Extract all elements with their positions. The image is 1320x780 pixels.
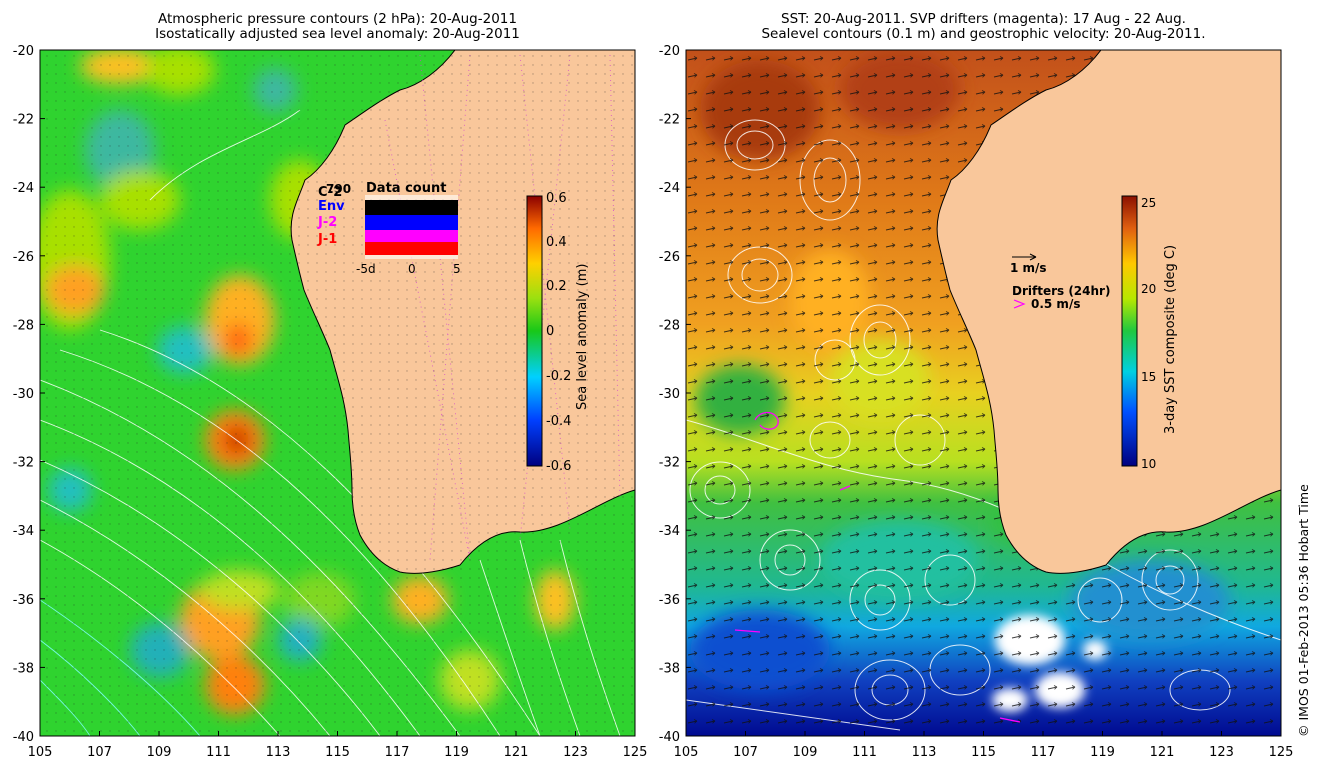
legend-j2: J-2 — [317, 215, 337, 230]
sst-cbar-tick: 25 — [1141, 196, 1156, 210]
sst-colorbar: 25 20 15 10 3-day SST composite (deg C) — [1121, 195, 1178, 471]
lon-tick-label: 125 — [623, 745, 648, 760]
lat-tick-label: -34 — [659, 524, 680, 539]
lat-tick-label: -40 — [659, 730, 680, 745]
lat-tick-label: -20 — [13, 44, 34, 59]
lat-tick-label: -34 — [13, 524, 34, 539]
sst-cbar-label: 3-day SST composite (deg C) — [1163, 245, 1178, 434]
svp-drifter-tracks — [734, 411, 1021, 723]
lat-tick-label: -24 — [13, 181, 34, 196]
inset-title: Data count — [366, 181, 446, 196]
lon-tick-label: 105 — [28, 745, 53, 760]
data-count-bars — [365, 200, 458, 255]
right-title-line1: SST: 20-Aug-2011. SVP drifters (magenta)… — [781, 11, 1186, 27]
legend-j1: J-1 — [317, 232, 337, 247]
sst-cbar-tick: 10 — [1141, 457, 1156, 471]
lon-tick-label: 125 — [1269, 745, 1294, 760]
lon-tick-label: 121 — [1150, 745, 1175, 760]
right-title: SST: 20-Aug-2011. SVP drifters (magenta)… — [686, 12, 1281, 42]
inset-xtick-5: 5 — [453, 262, 461, 276]
lon-tick-label: 109 — [147, 745, 172, 760]
sla-cbar-label: Sea level anomaly (m) — [575, 264, 590, 410]
lat-tick-label: -36 — [13, 593, 34, 608]
velocity-scale: 1 m/s — [1010, 253, 1047, 275]
lat-tick-label: -40 — [13, 730, 34, 745]
lat-tick-label: -28 — [13, 318, 34, 333]
lon-tick-label: 121 — [504, 745, 529, 760]
left-title: Atmospheric pressure contours (2 hPa): 2… — [40, 12, 635, 42]
sst-cbar-tick: 20 — [1141, 282, 1156, 296]
legend-c2: C-2 — [318, 185, 342, 200]
lat-tick-label: -24 — [659, 181, 680, 196]
scale-arrow-label: 1 m/s — [1010, 261, 1047, 275]
sla-cbar-tick: 0.2 — [546, 279, 567, 294]
sla-colorbar: 0.6 0.4 0.2 0 -0.2 -0.4 -0.6 Sea level a… — [526, 191, 590, 474]
lon-tick-label: 117 — [385, 745, 410, 760]
drifters-label: Drifters (24hr) — [1012, 284, 1110, 298]
lon-tick-label: 109 — [793, 745, 818, 760]
lat-tick-label: -26 — [13, 250, 34, 265]
lon-tick-label: 119 — [1090, 745, 1115, 760]
lat-tick-label: -28 — [659, 318, 680, 333]
australia-land-right — [936, 50, 1281, 574]
sst-cbar-tick: 15 — [1141, 370, 1156, 384]
lat-tick-label: -36 — [659, 593, 680, 608]
sla-cbar-tick: -0.6 — [546, 459, 571, 474]
sla-cbar-tick: 0 — [546, 324, 554, 339]
left-title-line2: Isostatically adjusted sea level anomaly… — [155, 26, 520, 42]
legend-env: Env — [318, 199, 345, 214]
lon-tick-label: 111 — [206, 745, 231, 760]
lat-tick-label: -32 — [13, 456, 34, 471]
sla-cbar-tick: -0.4 — [546, 414, 571, 429]
left-title-line1: Atmospheric pressure contours (2 hPa): 2… — [158, 11, 517, 27]
lat-tick-label: -30 — [13, 387, 34, 402]
lon-tick-label: 107 — [87, 745, 112, 760]
lat-tick-label: -20 — [659, 44, 680, 59]
lat-tick-label: -32 — [659, 456, 680, 471]
drifters-legend: Drifters (24hr) 0.5 m/s — [1012, 284, 1110, 311]
lon-tick-label: 115 — [971, 745, 996, 760]
lon-tick-label: 117 — [1031, 745, 1056, 760]
sla-cbar-tick: 0.6 — [546, 191, 567, 206]
inset-xtick-0: 0 — [408, 262, 416, 276]
sla-map — [40, 50, 635, 736]
lat-tick-label: -38 — [659, 661, 680, 676]
drifters-speed-label: 0.5 m/s — [1031, 297, 1080, 311]
lon-tick-label: 105 — [674, 745, 699, 760]
lon-tick-label: 113 — [266, 745, 291, 760]
lat-tick-label: -22 — [659, 113, 680, 128]
lon-tick-label: 107 — [733, 745, 758, 760]
lon-tick-label: 111 — [852, 745, 877, 760]
lon-tick-label: 123 — [1209, 745, 1234, 760]
lon-tick-label: 115 — [325, 745, 350, 760]
sla-cbar-tick: -0.2 — [546, 369, 571, 384]
lon-tick-label: 113 — [912, 745, 937, 760]
right-title-line2: Sealevel contours (0.1 m) and geostrophi… — [761, 26, 1206, 42]
lon-tick-label: 119 — [444, 745, 469, 760]
lat-tick-label: -22 — [13, 113, 34, 128]
lon-tick-label: 123 — [563, 745, 588, 760]
lat-tick-label: -26 — [659, 250, 680, 265]
copyright-text: © IMOS 01-Feb-2013 05:36 Hobart Time — [1296, 484, 1311, 737]
data-count-inset: Data count 790 C-2 Env J-2 J-1 -5d 0 5 — [317, 181, 461, 276]
lat-tick-label: -38 — [13, 661, 34, 676]
sla-cbar-tick: 0.4 — [546, 235, 567, 250]
lat-tick-label: -30 — [659, 387, 680, 402]
inset-xtick-m5: -5d — [356, 262, 376, 276]
sst-map — [686, 50, 1281, 736]
inset-overlay-text: 790 — [326, 182, 351, 196]
